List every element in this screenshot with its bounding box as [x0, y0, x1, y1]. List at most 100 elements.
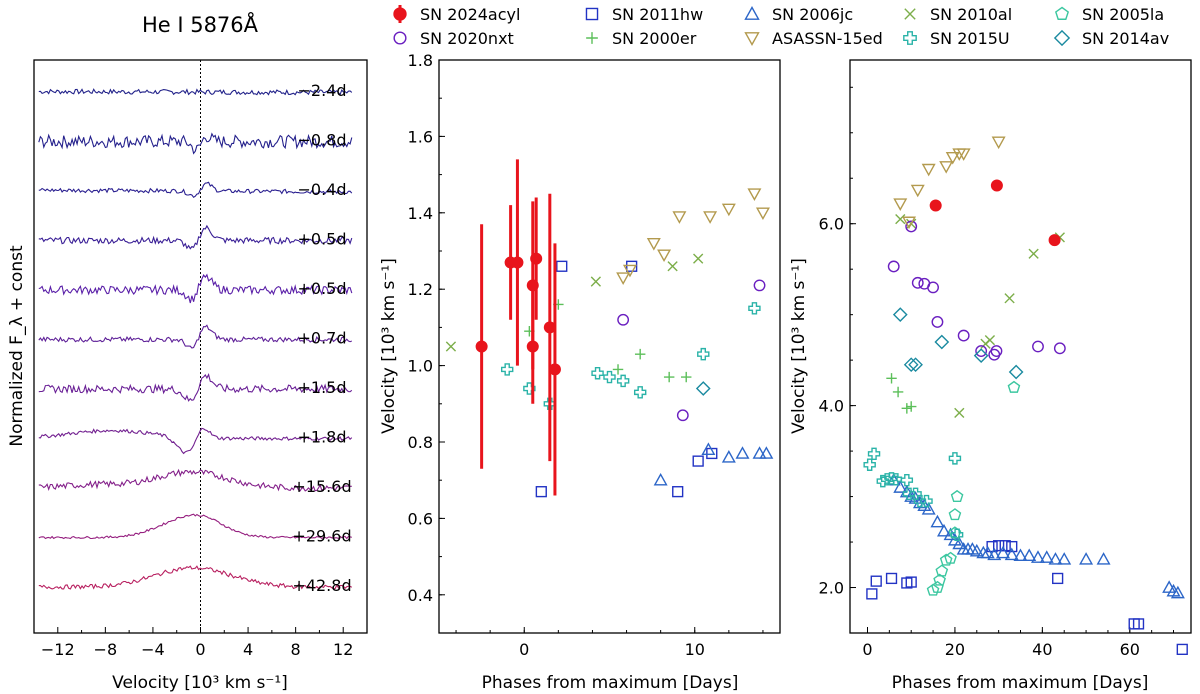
data-point — [895, 214, 906, 225]
data-point — [591, 367, 604, 380]
data-point — [681, 371, 692, 383]
series-sn-2011hw — [866, 540, 1188, 656]
data-point — [952, 536, 967, 550]
legend-item-sn-2010al: SN 2010al — [904, 5, 1012, 24]
y-tick-label: 1.0 — [408, 357, 433, 376]
spectra-x-tick-label: −8 — [94, 640, 118, 659]
data-point — [500, 363, 514, 376]
series-sn-2000er — [886, 373, 917, 414]
data-point — [633, 386, 647, 399]
data-point — [634, 348, 646, 360]
data-point — [990, 179, 1003, 192]
data-point — [753, 279, 766, 292]
series-sn-2005la — [926, 380, 1021, 596]
data-point — [1048, 552, 1063, 565]
data-point — [954, 407, 965, 419]
data-point — [987, 547, 1002, 561]
spectrum-epoch-label: +1.8d — [297, 428, 346, 447]
data-point — [905, 220, 918, 233]
data-point — [892, 307, 908, 323]
spectrum-epoch-label: −2.4d — [297, 81, 346, 100]
data-point — [887, 260, 900, 273]
data-point — [663, 371, 675, 383]
data-point — [603, 370, 616, 384]
spectrum-epoch-label: −0.4d — [297, 180, 346, 199]
data-point — [748, 302, 761, 315]
spectra-x-tick-label: 0 — [195, 640, 205, 659]
legend-marker-sn-2014av — [1053, 29, 1071, 47]
spectrum-epoch-label: +0.5d — [297, 230, 346, 249]
data-point — [1004, 293, 1015, 304]
legend-marker-sn-2020nxt — [393, 31, 407, 45]
data-point — [948, 508, 962, 521]
data-point — [706, 447, 718, 460]
data-point — [693, 253, 704, 264]
y-tick-label: 6.0 — [819, 215, 844, 234]
data-point — [1032, 340, 1044, 353]
data-point — [695, 381, 711, 396]
panel-velocity-early: 0 10 0.4 0.6 0.8 1.0 1.2 1.4 1.6 1.8 Phases from … — [379, 51, 781, 693]
data-point — [1096, 552, 1111, 565]
data-point — [672, 486, 684, 498]
data-point — [950, 489, 964, 502]
data-point — [530, 252, 543, 265]
data-point — [1006, 540, 1018, 553]
spectrum-line — [38, 427, 353, 455]
series-sn-2024acyl — [929, 179, 1061, 247]
y-tick-label: 1.2 — [408, 280, 433, 299]
data-point — [921, 502, 936, 515]
series-asassn-15ed — [893, 136, 1006, 230]
data-point — [931, 316, 944, 328]
data-point — [903, 357, 919, 373]
spectrum-epoch-label: +0.5d — [297, 279, 346, 298]
data-point — [969, 543, 984, 557]
middle-x-axis-label: Phases from maximum [Days] — [482, 673, 739, 693]
data-point — [902, 216, 917, 230]
legend-item-sn-2011hw: SN 2011hw — [585, 5, 703, 24]
data-point — [921, 163, 936, 177]
data-point — [759, 446, 774, 459]
data-point — [1007, 380, 1021, 393]
spectra-x-tick-label: −12 — [41, 640, 75, 659]
data-point — [950, 528, 964, 541]
data-point — [908, 357, 923, 373]
data-point — [933, 573, 946, 586]
data-point — [1170, 585, 1185, 599]
data-point — [944, 551, 957, 564]
data-point — [885, 572, 898, 585]
y-tick-label: 1.4 — [408, 204, 433, 223]
legend-marker-sn-2006jc — [744, 6, 760, 20]
series-sn-2000er — [524, 299, 692, 383]
legend-item-sn-2006jc: SN 2006jc — [744, 5, 853, 24]
data-point — [935, 564, 949, 577]
x-tick-label: 40 — [1032, 640, 1052, 659]
data-point — [937, 523, 951, 537]
series-sn-2006jc — [653, 442, 774, 486]
data-point — [1176, 643, 1188, 656]
legend-label: SN 2006jc — [772, 5, 853, 24]
data-point — [1039, 550, 1054, 563]
y-tick-label: 2.0 — [819, 579, 844, 598]
data-point — [672, 211, 687, 224]
spectra-x-tick-label: −4 — [141, 640, 165, 659]
spectra-title: He I 5876Å — [142, 11, 259, 37]
data-point — [622, 264, 637, 278]
legend-item-sn-2024acyl: SN 2024acyl — [393, 5, 520, 24]
data-point — [616, 374, 630, 388]
x-tick-label: 60 — [1120, 640, 1140, 659]
data-point — [612, 364, 624, 375]
legend: SN 2024acyl SN 2011hw SN 2006jc SN 2010al SN… — [393, 5, 1169, 48]
data-point — [956, 148, 971, 161]
legend-label: ASASSN-15ed — [772, 29, 883, 48]
data-point — [930, 514, 945, 528]
y-tick-label: 4.0 — [819, 397, 844, 416]
spectrum-line — [38, 373, 353, 402]
data-point — [991, 136, 1006, 150]
data-point — [939, 553, 953, 566]
y-tick-label: 0.6 — [408, 509, 433, 528]
series-sn-2010al — [445, 253, 704, 352]
spectrum-line — [38, 181, 353, 199]
data-point — [692, 455, 704, 467]
data-point — [752, 446, 767, 459]
